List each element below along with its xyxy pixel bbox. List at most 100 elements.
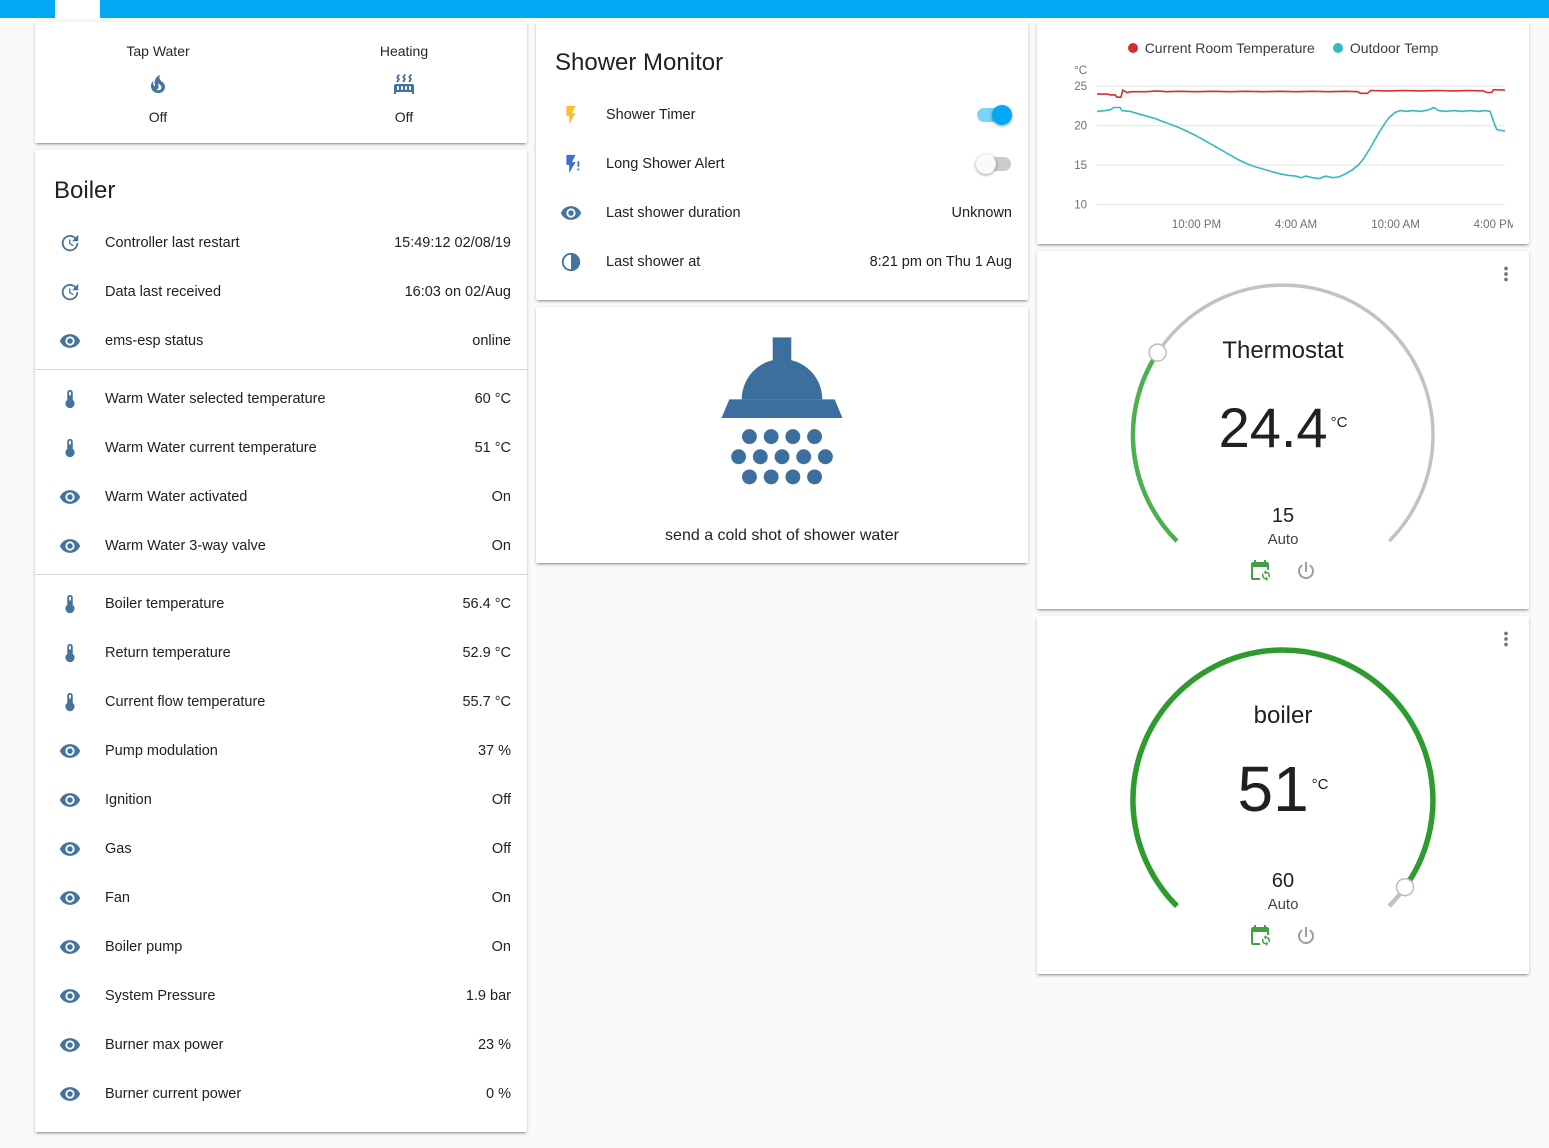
entity-row-burner-max-power[interactable]: Burner max power 23 % <box>35 1020 527 1069</box>
chart-legend: Current Room Temperature Outdoor Temp <box>1053 36 1513 58</box>
entity-row-system-pressure[interactable]: System Pressure 1.9 bar <box>35 971 527 1020</box>
entity-row-warm-water-activated[interactable]: Warm Water activated On <box>35 472 527 521</box>
entity-row-ems-esp-status[interactable]: ems-esp status online <box>35 316 527 365</box>
entity-value: 37 % <box>477 742 511 759</box>
entity-row-warm-water-3-way-valve[interactable]: Warm Water 3-way valve On <box>35 521 527 570</box>
entity-name: Boiler pump <box>105 938 183 955</box>
entity-name: Warm Water current temperature <box>105 439 317 456</box>
dashboard: Tap Water Off Heating Off Boiler Controller… <box>0 18 1549 1148</box>
entity-row-pump-modulation[interactable]: Pump modulation 37 % <box>35 726 527 775</box>
svg-text:4:00 PM: 4:00 PM <box>1474 219 1513 231</box>
entity-row-boiler-pump[interactable]: Boiler pump On <box>35 922 527 971</box>
temperature-chart: °C 25 20 15 10 10:00 PM 4:00 AM 10:00 AM 4:00 PM <box>1074 65 1513 231</box>
entity-name: ems-esp status <box>105 332 204 349</box>
entity-row-warm-water-current-temperature[interactable]: Warm Water current temperature 51 °C <box>35 423 527 472</box>
eye-icon <box>59 936 81 958</box>
svg-text:10:00 PM: 10:00 PM <box>1172 219 1221 231</box>
boiler-card: Boiler Controller last restart 15:49:12 0… <box>35 150 527 1132</box>
entity-row-burner-current-power[interactable]: Burner current power 0 % <box>35 1069 527 1118</box>
entity-row-controller-last-restart[interactable]: Controller last restart 15:49:12 02/08/19 <box>35 218 527 267</box>
entity-name: Pump modulation <box>105 742 218 759</box>
entity-row-gas[interactable]: Gas Off <box>35 824 527 873</box>
dial-actions <box>1037 924 1529 948</box>
divider <box>35 369 527 370</box>
boiler-card-title: Boiler <box>54 177 116 204</box>
entity-value: 23 % <box>477 1036 511 1053</box>
thermometer-icon <box>59 691 81 713</box>
entity-name: Last shower duration <box>606 204 741 221</box>
eye-icon <box>59 535 81 557</box>
glance-item-heating[interactable]: Heating Off <box>281 22 527 143</box>
entity-name: Shower Timer <box>606 106 696 123</box>
entity-name: Controller last restart <box>105 234 240 251</box>
entity-name: Burner max power <box>105 1036 224 1053</box>
radiator-icon <box>392 72 416 96</box>
boiler-dial-card: boiler 51 °C 60 Auto <box>1037 616 1529 974</box>
card-menu-button[interactable] <box>1495 628 1517 650</box>
power-button[interactable] <box>1294 559 1318 583</box>
card-menu-button[interactable] <box>1495 263 1517 285</box>
boiler-dial-slider[interactable] <box>1037 616 1529 974</box>
glance-items: Tap Water Off Heating Off <box>35 22 527 143</box>
shower-timer-toggle[interactable] <box>976 104 1012 125</box>
entity-value: Off <box>491 840 511 857</box>
entity-value: 55.7 °C <box>462 693 511 710</box>
entity-value: 0 % <box>486 1085 511 1102</box>
entity-row-last-shower-duration[interactable]: Last shower duration Unknown <box>536 188 1028 237</box>
dial-knob[interactable] <box>1395 877 1415 897</box>
shower-action-card[interactable]: send a cold shot of shower water <box>536 307 1028 563</box>
eye-icon <box>59 1083 81 1105</box>
entity-row-fan[interactable]: Fan On <box>35 873 527 922</box>
entity-row-boiler-temperature[interactable]: Boiler temperature 56.4 °C <box>35 579 527 628</box>
entity-row-last-shower-at[interactable]: Last shower at 8:21 pm on Thu 1 Aug <box>536 237 1028 286</box>
update-icon <box>59 232 81 254</box>
schedule-button[interactable] <box>1248 559 1272 583</box>
glance-item-tap-water[interactable]: Tap Water Off <box>35 22 281 143</box>
entity-value: 1.9 bar <box>465 987 511 1004</box>
entity-name: Fan <box>105 889 130 906</box>
circle-half-icon <box>560 251 582 273</box>
entity-value: 8:21 pm on Thu 1 Aug <box>869 253 1012 270</box>
eye-icon <box>59 486 81 508</box>
dial-knob[interactable] <box>1148 343 1167 362</box>
entity-name: Data last received <box>105 283 222 300</box>
right-column: Current Room Temperature Outdoor Temp °C 2… <box>1037 22 1529 974</box>
eye-icon <box>59 1034 81 1056</box>
entity-row-shower-timer[interactable]: Shower Timer <box>536 90 1028 139</box>
calendar-sync-icon <box>1248 559 1272 583</box>
app-header <box>0 0 1549 18</box>
glance-card: Tap Water Off Heating Off <box>35 22 527 143</box>
schedule-button[interactable] <box>1248 924 1272 948</box>
power-button[interactable] <box>1294 924 1318 948</box>
shower-caption: send a cold shot of shower water <box>665 527 899 544</box>
eye-icon <box>59 740 81 762</box>
entity-value: online <box>472 332 511 349</box>
dial-target-temperature: 60 <box>1271 870 1295 892</box>
entity-value: 16:03 on 02/Aug <box>404 283 511 300</box>
entity-name: Burner current power <box>105 1085 242 1102</box>
eye-icon <box>560 202 582 224</box>
svg-text:25: 25 <box>1074 81 1087 93</box>
middle-column: Shower Monitor Shower Timer Long Shower A… <box>536 22 1028 563</box>
entity-row-current-flow-temperature[interactable]: Current flow temperature 55.7 °C <box>35 677 527 726</box>
entity-value: 52.9 °C <box>462 644 511 661</box>
active-tab-indicator[interactable] <box>55 0 100 18</box>
svg-text:15: 15 <box>1074 160 1087 172</box>
glance-state: Off <box>148 109 168 125</box>
thermostat-dial-slider[interactable] <box>1037 251 1529 609</box>
entity-name: Long Shower Alert <box>606 155 725 172</box>
entity-row-warm-water-selected-temperature[interactable]: Warm Water selected temperature 60 °C <box>35 374 527 423</box>
shower-entity-list: Shower Timer Long Shower Alert Last shower… <box>536 90 1028 300</box>
entity-value: On <box>491 938 511 955</box>
entity-row-long-shower-alert[interactable]: Long Shower Alert <box>536 139 1028 188</box>
entity-row-ignition[interactable]: Ignition Off <box>35 775 527 824</box>
left-column: Tap Water Off Heating Off Boiler Controller… <box>35 22 527 1132</box>
entity-name: Return temperature <box>105 644 231 661</box>
entity-row-data-last-received[interactable]: Data last received 16:03 on 02/Aug <box>35 267 527 316</box>
entity-row-return-temperature[interactable]: Return temperature 52.9 °C <box>35 628 527 677</box>
calendar-sync-icon <box>1248 924 1272 948</box>
svg-text:°C: °C <box>1074 65 1087 77</box>
eye-icon <box>59 838 81 860</box>
update-icon <box>59 281 81 303</box>
long-shower-alert-toggle[interactable] <box>976 153 1012 174</box>
